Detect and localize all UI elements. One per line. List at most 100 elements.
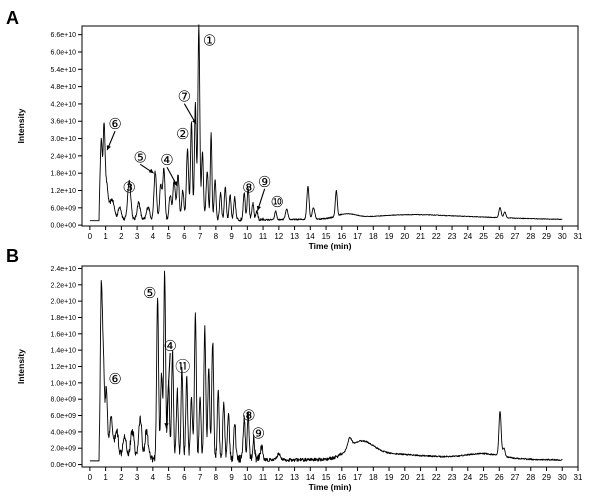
x-axis-label: Time (min): [309, 241, 352, 251]
y-tick-label: 1.8e+10: [51, 315, 77, 322]
y-tick-label: 2.0e+10: [51, 299, 77, 306]
annotation-arrow: [165, 353, 171, 428]
y-axis-label: Intensity: [16, 349, 26, 384]
x-tick-label: 21: [416, 473, 425, 482]
x-tick-label: 28: [526, 473, 535, 482]
x-tick-label: 31: [574, 232, 583, 241]
peak-annotation: ⑤: [143, 285, 156, 302]
x-tick-label: 3: [135, 473, 140, 482]
x-tick-label: 4: [151, 473, 156, 482]
x-tick-label: 9: [229, 232, 234, 241]
peak-annotation: ⑧: [242, 180, 255, 197]
chromatogram-panel-a: 0 1 2 3 4 5 6 7 8 9 10 11 12 13 14 15 16 17 18 19 20 21 22 23 24…: [16, 24, 583, 251]
x-tick-label: 7: [198, 232, 203, 241]
x-tick-label: 23: [448, 232, 457, 241]
x-tick-label: 22: [432, 473, 441, 482]
peak-annotation: ⑩: [271, 194, 284, 211]
y-tick-label: 4.8e+10: [51, 84, 77, 91]
x-tick-label: 16: [337, 473, 346, 482]
x-tick-label: 20: [400, 473, 409, 482]
y-tick-label: 1.4e+10: [51, 348, 77, 355]
y-tick-label: 1.2e+10: [51, 364, 77, 371]
x-tick-label: 10: [243, 232, 252, 241]
y-tick-label: 2.2e+10: [51, 282, 77, 289]
x-tick-label: 30: [558, 232, 567, 241]
x-tick-label: 12: [274, 232, 283, 241]
x-tick-label: 19: [385, 473, 394, 482]
chromatogram-trace: [89, 24, 563, 222]
annotation-arrowhead: [106, 145, 111, 151]
x-tick-label: 18: [369, 473, 378, 482]
x-tick-label: 18: [369, 232, 378, 241]
chromatogram-trace: [89, 270, 563, 463]
x-tick-label: 10: [243, 473, 252, 482]
x-tick-label: 31: [574, 473, 583, 482]
peak-annotation: ⑧: [242, 408, 255, 425]
x-tick-label: 30: [558, 473, 567, 482]
annotation-arrowhead: [192, 119, 197, 125]
x-tick-label: 13: [290, 232, 299, 241]
x-tick-label: 1: [103, 232, 108, 241]
y-tick-label: 6.0e+09: [51, 413, 77, 420]
y-tick-label: 6.0e+10: [51, 49, 77, 56]
x-tick-label: 1: [103, 473, 108, 482]
peak-annotation: ①: [203, 32, 216, 49]
x-tick-label: 14: [306, 232, 315, 241]
x-tick-label: 26: [495, 232, 504, 241]
annotation-arrowhead: [164, 423, 169, 428]
x-tick-label: 22: [432, 232, 441, 241]
peak-annotation: ⑦: [178, 89, 191, 106]
y-axis-label: Intensity: [16, 108, 26, 143]
y-tick-label: 6.6e+10: [51, 32, 77, 39]
y-tick-label: 0.0e+00: [51, 223, 77, 230]
y-tick-label: 1.8e+10: [51, 171, 77, 178]
x-tick-label: 28: [526, 232, 535, 241]
x-tick-label: 14: [306, 473, 315, 482]
x-tick-label: 8: [214, 473, 219, 482]
y-tick-label: 0.0e+00: [51, 462, 77, 469]
x-tick-label: 6: [182, 232, 187, 241]
x-tick-label: 26: [495, 473, 504, 482]
x-tick-label: 29: [542, 473, 551, 482]
peak-annotation: ④: [160, 152, 173, 169]
peak-annotation: ⑨: [258, 174, 271, 191]
y-tick-label: 8.0e+09: [51, 397, 77, 404]
x-tick-label: 24: [463, 232, 472, 241]
x-tick-label: 12: [274, 473, 283, 482]
y-tick-label: 3.6e+10: [51, 119, 77, 126]
peak-annotation: ②: [176, 126, 189, 143]
x-tick-label: 11: [259, 473, 268, 482]
x-tick-label: 25: [479, 473, 488, 482]
y-tick-label: 3.0e+10: [51, 136, 77, 143]
x-tick-label: 15: [322, 232, 331, 241]
x-tick-label: 0: [88, 232, 93, 241]
panel-label-b: B: [6, 246, 19, 266]
x-tick-label: 5: [166, 232, 171, 241]
x-tick-label: 25: [479, 232, 488, 241]
x-tick-label: 8: [214, 232, 219, 241]
y-tick-label: 1.0e+10: [51, 380, 77, 387]
x-tick-label: 20: [400, 232, 409, 241]
x-tick-label: 27: [511, 232, 520, 241]
annotation-arrowhead: [173, 181, 178, 187]
y-tick-label: 5.4e+10: [51, 67, 77, 74]
y-tick-label: 1.6e+10: [51, 331, 77, 338]
x-tick-label: 4: [151, 232, 156, 241]
x-tick-label: 27: [511, 473, 520, 482]
x-axis-label: Time (min): [309, 482, 352, 492]
x-tick-label: 21: [416, 232, 425, 241]
peak-annotation: ⑥: [108, 371, 121, 388]
y-tick-label: 1.2e+10: [51, 188, 77, 195]
peak-annotation: ③: [123, 180, 136, 197]
y-tick-label: 2.4e+10: [51, 153, 77, 160]
x-tick-label: 17: [353, 473, 362, 482]
peak-annotation: ⑤: [134, 149, 147, 166]
x-tick-label: 19: [385, 232, 394, 241]
x-tick-label: 0: [88, 473, 93, 482]
y-tick-label: 4.2e+10: [51, 101, 77, 108]
x-tick-label: 16: [337, 232, 346, 241]
x-tick-label: 9: [229, 473, 234, 482]
peak-annotation: ⑨: [252, 426, 265, 443]
x-tick-label: 11: [259, 232, 268, 241]
